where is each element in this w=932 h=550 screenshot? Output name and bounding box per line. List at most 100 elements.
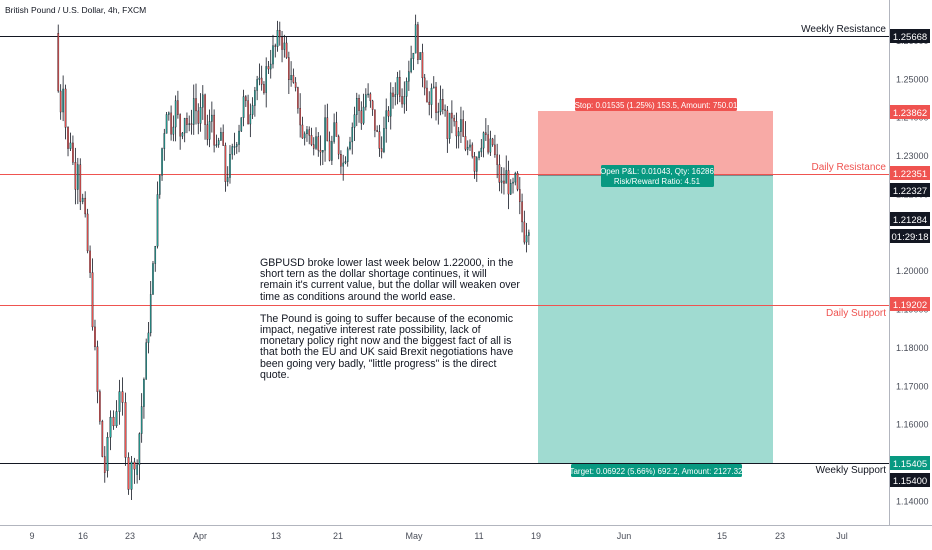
candle-down[interactable]: [133, 461, 136, 470]
candle-up[interactable]: [136, 464, 138, 475]
candle-down[interactable]: [374, 109, 376, 131]
candle-down[interactable]: [358, 98, 360, 111]
candle-up[interactable]: [460, 119, 462, 132]
candle-up[interactable]: [276, 30, 279, 47]
candle-down[interactable]: [294, 82, 297, 88]
candle-up[interactable]: [208, 121, 211, 140]
candle-down[interactable]: [213, 114, 215, 146]
candle-down[interactable]: [378, 131, 381, 149]
candle-up[interactable]: [355, 98, 358, 115]
target-zone[interactable]: [538, 175, 773, 463]
candle-up[interactable]: [342, 162, 344, 167]
candle-up[interactable]: [215, 144, 218, 146]
candle-down[interactable]: [326, 117, 329, 142]
candle-up[interactable]: [188, 123, 191, 125]
candle-down[interactable]: [121, 391, 124, 403]
candle-down[interactable]: [498, 164, 501, 183]
candle-up[interactable]: [344, 161, 347, 164]
candle-up[interactable]: [315, 136, 317, 149]
candle-down[interactable]: [455, 121, 458, 137]
candle-down[interactable]: [435, 86, 437, 113]
candle-up[interactable]: [448, 112, 451, 139]
candle-up[interactable]: [466, 146, 469, 150]
candle-down[interactable]: [112, 416, 115, 427]
candle-down[interactable]: [67, 127, 69, 149]
candle-down[interactable]: [96, 346, 99, 392]
candle-up[interactable]: [168, 112, 170, 115]
candle-down[interactable]: [417, 24, 419, 60]
candle-down[interactable]: [245, 96, 247, 101]
candle-up[interactable]: [156, 194, 159, 247]
candle-up[interactable]: [183, 118, 186, 134]
candle-down[interactable]: [446, 110, 449, 139]
candle-down[interactable]: [197, 110, 200, 124]
candle-down[interactable]: [312, 144, 315, 149]
candle-down[interactable]: [337, 136, 340, 155]
candle-up[interactable]: [439, 99, 442, 112]
candle-up[interactable]: [528, 232, 530, 236]
time-axis[interactable]: 9 16 23 Apr 13 21 May 11 19 Jun 15 23 Jul: [29, 531, 847, 541]
candle-down[interactable]: [190, 123, 193, 125]
candle-up[interactable]: [482, 132, 485, 149]
candle-up[interactable]: [154, 246, 157, 264]
candle-up[interactable]: [115, 411, 118, 427]
candle-down[interactable]: [426, 87, 428, 103]
candle-up[interactable]: [202, 94, 204, 108]
candle-down[interactable]: [91, 272, 94, 328]
candle-up[interactable]: [251, 105, 254, 115]
candle-up[interactable]: [140, 406, 143, 434]
candle-down[interactable]: [179, 114, 181, 137]
candle-down[interactable]: [491, 138, 494, 146]
candle-down[interactable]: [301, 124, 304, 139]
candle-down[interactable]: [206, 124, 209, 140]
candle-up[interactable]: [365, 94, 367, 108]
candle-up[interactable]: [478, 151, 480, 158]
candle-up[interactable]: [351, 127, 354, 143]
candle-up[interactable]: [469, 144, 471, 148]
candle-down[interactable]: [380, 148, 383, 152]
candle-down[interactable]: [423, 77, 426, 89]
candle-down[interactable]: [72, 142, 74, 163]
candle-up[interactable]: [414, 24, 417, 54]
candle-down[interactable]: [299, 108, 301, 126]
candle-down[interactable]: [401, 96, 403, 105]
candle-down[interactable]: [195, 98, 197, 112]
candle-up[interactable]: [226, 177, 229, 182]
candle-up[interactable]: [430, 87, 433, 105]
candle-down[interactable]: [124, 402, 127, 458]
candle-down[interactable]: [263, 84, 265, 93]
candle-down[interactable]: [496, 154, 498, 165]
candle-down[interactable]: [464, 136, 467, 150]
candle-down[interactable]: [360, 110, 363, 124]
candle-up[interactable]: [324, 117, 326, 151]
candle-down[interactable]: [462, 119, 464, 137]
candle-down[interactable]: [204, 94, 206, 125]
candle-down[interactable]: [292, 75, 295, 83]
candle-up[interactable]: [322, 150, 324, 153]
candle-up[interactable]: [158, 175, 161, 195]
candle-up[interactable]: [161, 148, 163, 176]
candle-down[interactable]: [387, 110, 390, 117]
candle-up[interactable]: [233, 146, 236, 148]
candle-up[interactable]: [509, 183, 512, 195]
candle-up[interactable]: [333, 122, 335, 142]
candle-down[interactable]: [453, 117, 455, 122]
candle-up[interactable]: [396, 76, 399, 95]
candle-down[interactable]: [521, 201, 523, 223]
candle-up[interactable]: [367, 93, 369, 96]
candle-up[interactable]: [217, 140, 220, 145]
candle-down[interactable]: [487, 134, 489, 153]
candle-down[interactable]: [376, 130, 378, 132]
candle-down[interactable]: [64, 88, 67, 128]
candle-up[interactable]: [437, 111, 440, 113]
candle-up[interactable]: [505, 170, 508, 184]
candle-up[interactable]: [145, 342, 147, 380]
candle-up[interactable]: [394, 94, 397, 97]
candle-up[interactable]: [256, 79, 258, 91]
candle-down[interactable]: [59, 90, 62, 113]
candle-down[interactable]: [224, 145, 227, 182]
candle-down[interactable]: [308, 129, 311, 136]
candle-up[interactable]: [238, 130, 240, 145]
candle-down[interactable]: [473, 156, 476, 172]
candle-up[interactable]: [163, 133, 166, 149]
